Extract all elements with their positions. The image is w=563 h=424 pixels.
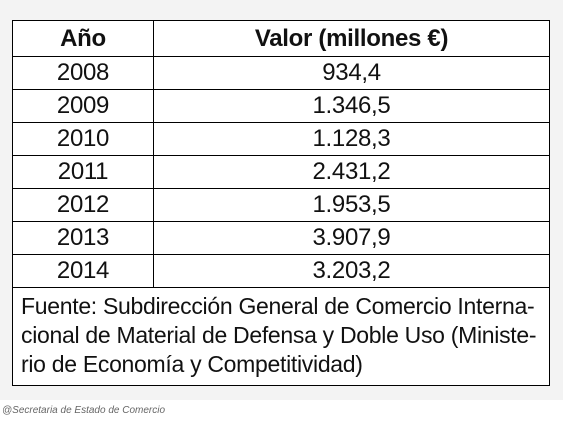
value-cell: 1.128,3 bbox=[153, 122, 550, 156]
source-note: Fuente: Subdirección General de Comercio… bbox=[12, 287, 550, 386]
figure-card: Año Valor (millones €) 2008 934,4 2009 1… bbox=[0, 0, 563, 400]
value-cell: 1.953,5 bbox=[153, 188, 550, 222]
source-line: cional de Material de Defensa y Doble Us… bbox=[21, 322, 537, 348]
table-header-row: Año Valor (millones €) bbox=[12, 20, 550, 57]
table-row: 2012 1.953,5 bbox=[12, 188, 550, 222]
table-row: 2010 1.128,3 bbox=[12, 122, 550, 156]
table-row: 2013 3.907,9 bbox=[12, 221, 550, 255]
year-cell: 2014 bbox=[12, 254, 154, 288]
table-row: 2011 2.431,2 bbox=[12, 155, 550, 189]
source-line: rio de Economía y Competitividad) bbox=[21, 351, 363, 377]
table-row: 2014 3.203,2 bbox=[12, 254, 550, 288]
value-cell: 1.346,5 bbox=[153, 89, 550, 123]
value-cell: 3.203,2 bbox=[153, 254, 550, 288]
source-line: Fuente: Subdirección General de Comercio… bbox=[21, 293, 535, 319]
source-row: Fuente: Subdirección General de Comercio… bbox=[12, 287, 550, 386]
year-cell: 2008 bbox=[12, 56, 154, 90]
year-cell: 2012 bbox=[12, 188, 154, 222]
table-row: 2009 1.346,5 bbox=[12, 89, 550, 123]
table-row: 2008 934,4 bbox=[12, 56, 550, 90]
data-table: Año Valor (millones €) 2008 934,4 2009 1… bbox=[12, 20, 550, 386]
year-cell: 2013 bbox=[12, 221, 154, 255]
year-cell: 2009 bbox=[12, 89, 154, 123]
image-credit: @Secretaria de Estado de Comercio bbox=[2, 405, 166, 416]
column-header-value: Valor (millones €) bbox=[153, 20, 550, 57]
column-header-year: Año bbox=[12, 20, 154, 57]
value-cell: 3.907,9 bbox=[153, 221, 550, 255]
value-cell: 934,4 bbox=[153, 56, 550, 90]
year-cell: 2011 bbox=[12, 155, 154, 189]
value-cell: 2.431,2 bbox=[153, 155, 550, 189]
year-cell: 2010 bbox=[12, 122, 154, 156]
